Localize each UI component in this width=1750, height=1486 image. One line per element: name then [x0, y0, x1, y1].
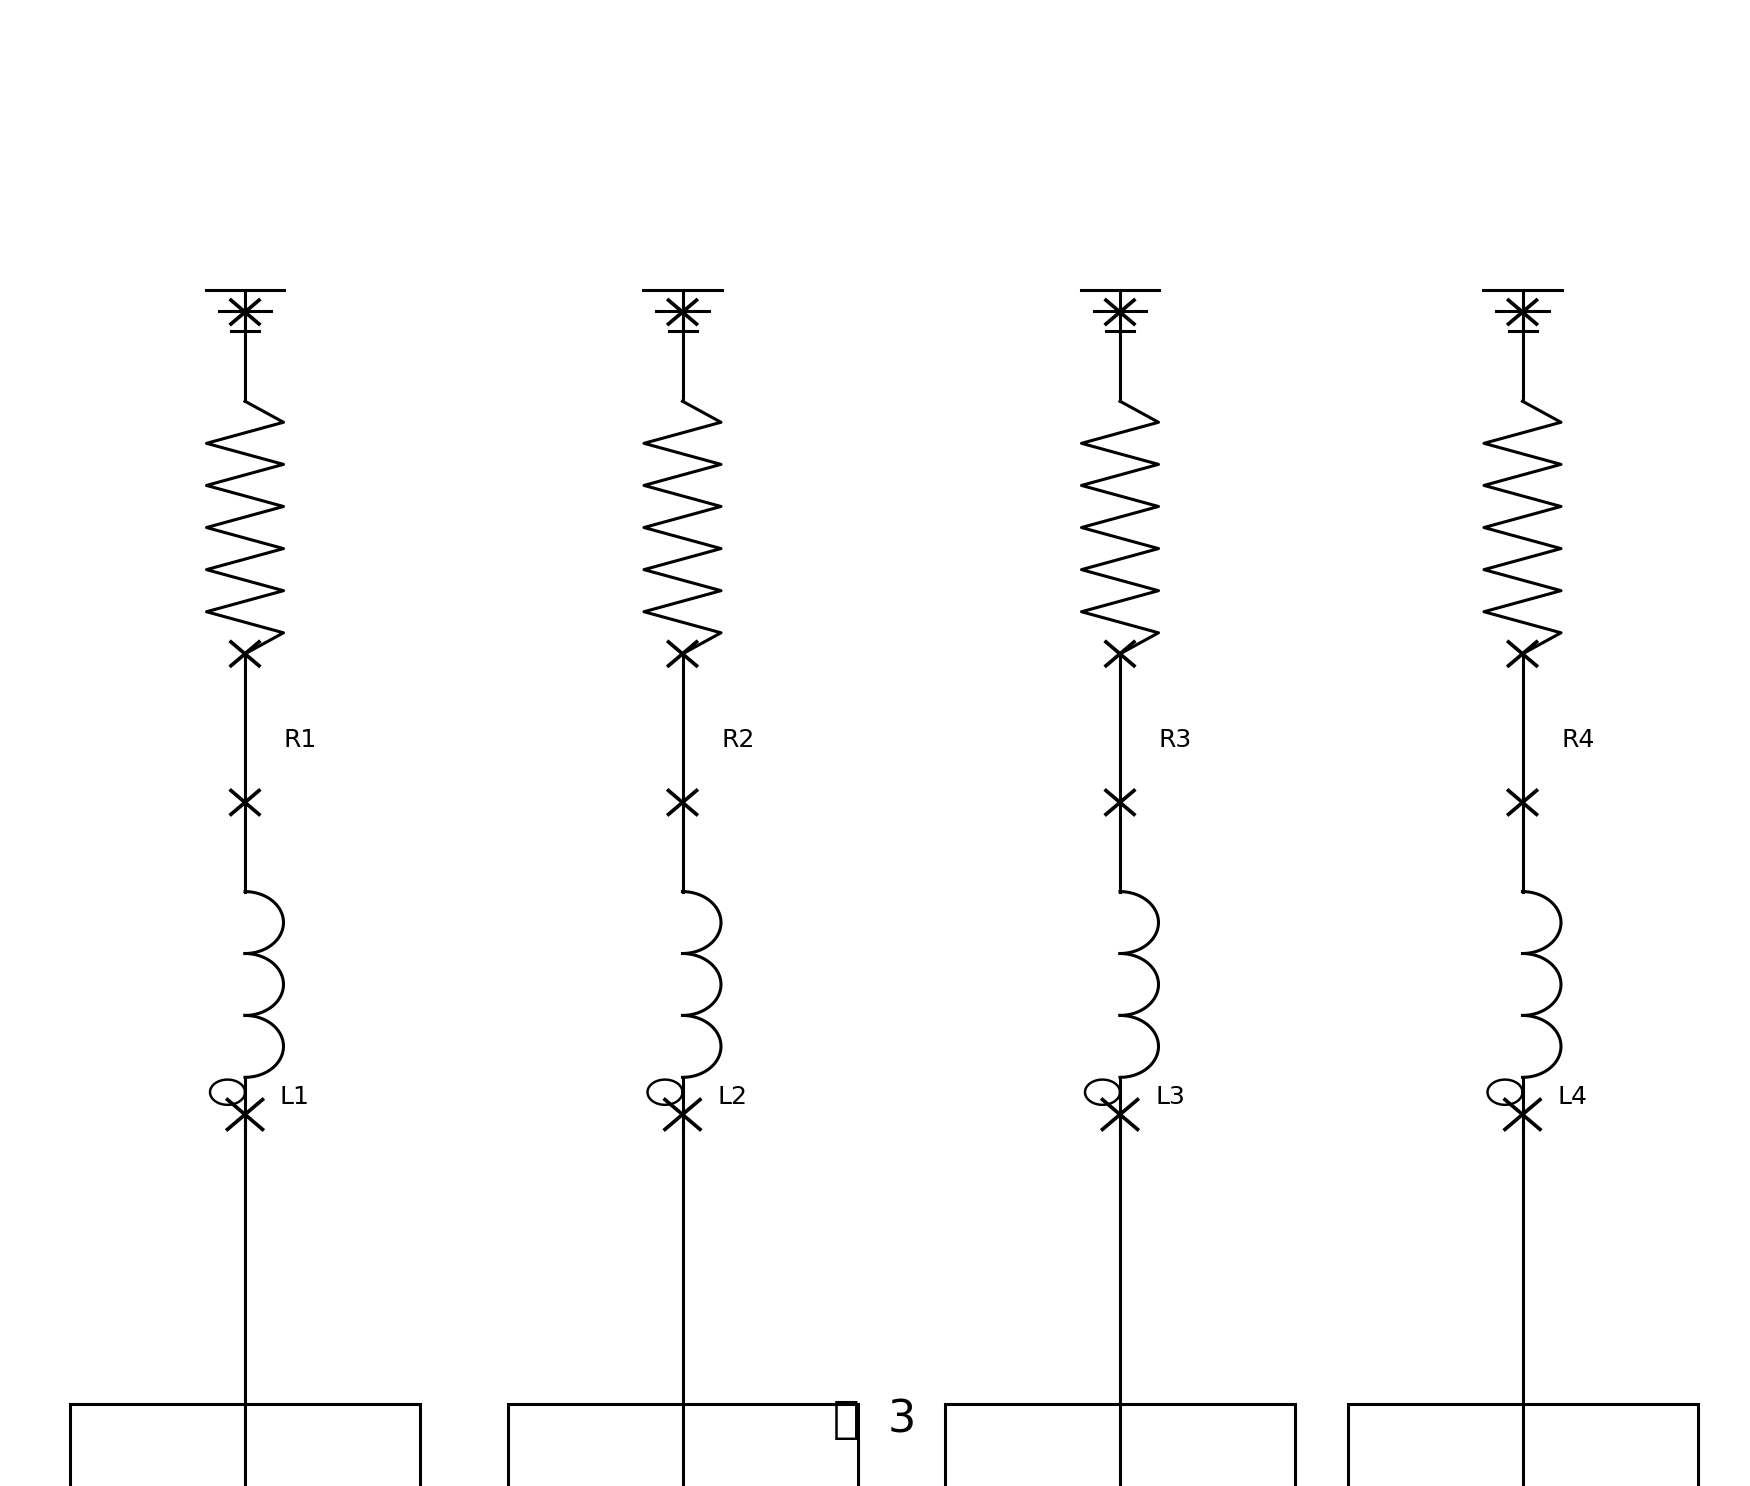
Bar: [507, 1404, 858, 1486]
Bar: [1348, 1404, 1698, 1486]
Text: 图  3: 图 3: [833, 1398, 917, 1440]
Bar: [70, 1404, 420, 1486]
Text: L4: L4: [1558, 1085, 1587, 1109]
Text: L1: L1: [280, 1085, 310, 1109]
Text: R4: R4: [1561, 728, 1594, 752]
Text: L3: L3: [1155, 1085, 1185, 1109]
Text: R2: R2: [721, 728, 754, 752]
Text: L2: L2: [718, 1085, 747, 1109]
Text: R3: R3: [1158, 728, 1192, 752]
Bar: [945, 1404, 1295, 1486]
Text: R1: R1: [284, 728, 317, 752]
